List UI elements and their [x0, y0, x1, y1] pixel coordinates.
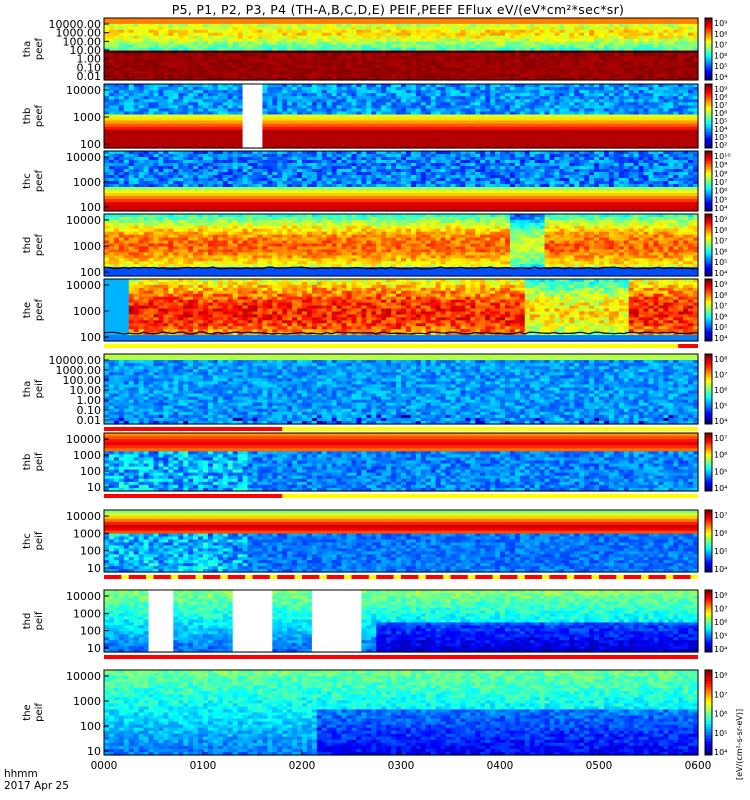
colorbar-tick-label: 10⁶: [714, 51, 727, 60]
colorbar: 10⁹ 10⁸ 10⁷10⁶ 10⁵ 10⁴: [705, 18, 727, 82]
colorbar-tick-label: 10⁴: [714, 73, 727, 82]
panel-tha-peef: 10000.001000.00100.0010.001.000.100.01th…: [22, 18, 727, 83]
panels-group: 10000.001000.00100.0010.001.000.100.01th…: [22, 18, 731, 758]
panel-species-label: peef: [34, 37, 45, 60]
panel-thb-peef: 100001000100thb peef10⁹10⁸10⁷10⁶10⁵10⁴10³…: [22, 84, 727, 151]
spectrogram-cells: [104, 18, 699, 81]
spectrogram-cells: [104, 84, 699, 149]
colorbar-tick-label: 10⁹: [714, 19, 727, 28]
colorbar-tick-label: 10⁸: [714, 30, 727, 39]
colorbar-tick-label: 10⁷: [714, 41, 727, 50]
y-tick-label: 0.01: [77, 70, 102, 83]
colorbar-tick-label: 10⁵: [714, 62, 727, 71]
figure-title: P5, P1, P2, P3, P4 (TH-A,B,C,D,E) PEIF,P…: [172, 2, 625, 17]
panel-probe-label: tha: [22, 41, 33, 57]
